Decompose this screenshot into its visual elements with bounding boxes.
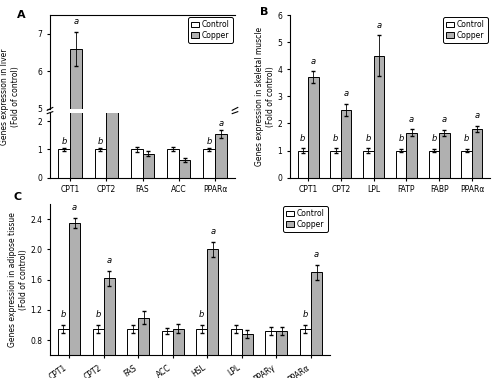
- Legend: Control, Copper: Control, Copper: [443, 17, 488, 43]
- Text: a: a: [442, 115, 447, 124]
- Text: b: b: [300, 134, 306, 143]
- Bar: [396, 150, 406, 178]
- Bar: [204, 149, 215, 178]
- Text: a: a: [110, 81, 114, 90]
- Y-axis label: Genes expression in skeletal muscle
(Fold of control): Genes expression in skeletal muscle (Fol…: [256, 27, 274, 166]
- Bar: [298, 150, 308, 178]
- Text: b: b: [333, 134, 338, 143]
- Bar: [104, 278, 115, 378]
- Bar: [472, 129, 482, 178]
- Bar: [308, 77, 318, 178]
- Text: b: b: [206, 137, 212, 146]
- Bar: [242, 334, 253, 378]
- Text: b: b: [464, 134, 469, 143]
- Text: b: b: [98, 137, 103, 146]
- Bar: [172, 329, 184, 378]
- Bar: [92, 329, 104, 378]
- Bar: [215, 238, 226, 296]
- Text: b: b: [431, 134, 436, 143]
- Text: a: a: [474, 111, 480, 120]
- Text: C: C: [14, 192, 22, 202]
- Bar: [106, 191, 118, 296]
- Bar: [196, 329, 207, 378]
- Bar: [142, 153, 154, 178]
- Text: a: a: [376, 21, 382, 30]
- Bar: [311, 272, 322, 378]
- Text: a: a: [310, 57, 316, 66]
- Bar: [127, 329, 138, 378]
- Bar: [179, 160, 190, 178]
- Y-axis label: Genes expression in adipose tissue
(Fold of control): Genes expression in adipose tissue (Fold…: [8, 212, 28, 347]
- Bar: [266, 331, 276, 378]
- Bar: [204, 259, 215, 296]
- Bar: [69, 223, 80, 378]
- Bar: [179, 273, 190, 296]
- Bar: [363, 150, 374, 178]
- Bar: [167, 259, 179, 296]
- Text: B: B: [260, 7, 268, 17]
- Text: b: b: [96, 310, 100, 319]
- Bar: [94, 149, 106, 178]
- Text: b: b: [199, 310, 204, 319]
- Text: b: b: [61, 310, 66, 319]
- Text: a: a: [218, 119, 224, 128]
- Text: a: a: [106, 256, 112, 265]
- Bar: [131, 259, 142, 296]
- Text: a: a: [210, 227, 216, 236]
- Bar: [439, 133, 450, 178]
- Text: a: a: [344, 89, 348, 98]
- Bar: [300, 329, 311, 378]
- Bar: [428, 150, 439, 178]
- Bar: [167, 149, 179, 178]
- Text: a: a: [72, 203, 77, 212]
- Text: b: b: [366, 134, 371, 143]
- Text: Genes expression in liver
(Fold of control): Genes expression in liver (Fold of contr…: [0, 48, 20, 145]
- Bar: [162, 331, 172, 378]
- Bar: [341, 110, 351, 178]
- Legend: Control, Copper: Control, Copper: [283, 206, 328, 232]
- Bar: [58, 149, 70, 178]
- Bar: [330, 150, 341, 178]
- Bar: [406, 133, 417, 178]
- Text: a: a: [73, 17, 78, 26]
- Bar: [231, 329, 242, 378]
- Bar: [131, 149, 142, 178]
- Bar: [142, 265, 154, 296]
- Text: b: b: [62, 137, 67, 146]
- Bar: [58, 329, 69, 378]
- Bar: [58, 259, 70, 296]
- Legend: Control, Copper: Control, Copper: [188, 17, 232, 43]
- Bar: [462, 150, 472, 178]
- Bar: [70, 0, 82, 178]
- Bar: [374, 56, 384, 178]
- Bar: [208, 249, 218, 378]
- Text: a: a: [409, 115, 414, 124]
- Bar: [138, 318, 149, 378]
- Bar: [106, 99, 118, 178]
- Text: a: a: [314, 249, 319, 259]
- Bar: [215, 134, 226, 178]
- Bar: [70, 49, 82, 296]
- Text: A: A: [16, 11, 26, 20]
- Text: b: b: [303, 310, 308, 319]
- Text: b: b: [398, 134, 404, 143]
- Bar: [94, 259, 106, 296]
- Bar: [276, 331, 287, 378]
